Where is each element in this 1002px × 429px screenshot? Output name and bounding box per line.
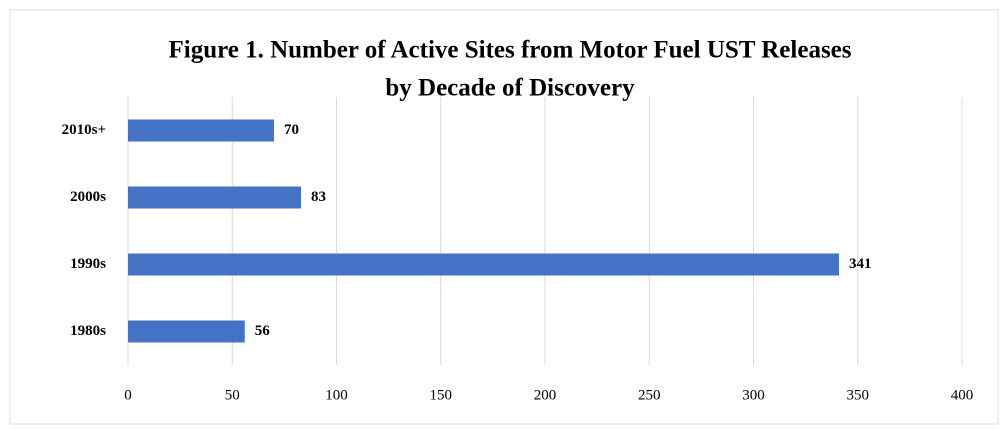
x-tick-label: 200 xyxy=(534,387,557,403)
x-tick-label: 350 xyxy=(847,387,870,403)
bar xyxy=(128,186,302,209)
data-label: 83 xyxy=(311,189,326,205)
bar xyxy=(128,320,245,343)
data-label: 341 xyxy=(849,256,872,272)
x-tick-label: 100 xyxy=(325,387,348,403)
chart-title: Figure 1. Number of Active Sites from Mo… xyxy=(168,37,851,64)
y-tick-label: 2000s xyxy=(70,189,106,205)
chart-title: by Decade of Discovery xyxy=(385,75,635,102)
x-tick-label: 50 xyxy=(225,387,240,403)
bar xyxy=(128,119,274,142)
data-label: 70 xyxy=(284,122,299,138)
data-label: 56 xyxy=(255,323,271,339)
x-tick-label: 400 xyxy=(951,387,974,403)
y-tick-label: 1980s xyxy=(70,323,106,339)
x-tick-label: 250 xyxy=(638,387,661,403)
chart-frame xyxy=(9,9,999,425)
y-tick-label: 1990s xyxy=(70,256,106,272)
x-tick-label: 300 xyxy=(742,387,765,403)
y-tick-label: 2010s+ xyxy=(62,122,106,138)
x-tick-label: 0 xyxy=(124,387,132,403)
x-tick-label: 150 xyxy=(430,387,453,403)
bar xyxy=(128,253,839,276)
